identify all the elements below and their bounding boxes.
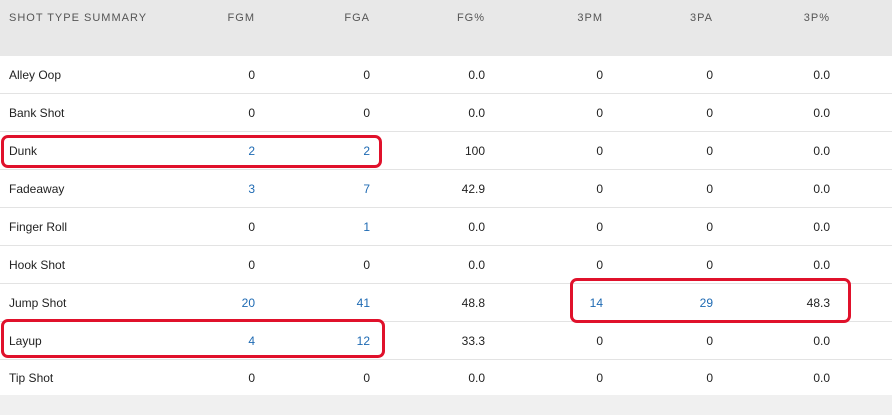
fg-pct-value: 0.0: [468, 105, 485, 120]
3p-pct-value: 0.0: [813, 370, 830, 385]
fg-pct-value: 0.0: [468, 257, 485, 272]
column-header-shot-type[interactable]: SHOT TYPE SUMMARY: [9, 11, 148, 24]
3p-pct-value: 0.0: [813, 143, 830, 158]
3p-pct-value: 0.0: [813, 181, 830, 196]
fgm-value: 0: [248, 105, 255, 120]
fgm-value: 0: [248, 67, 255, 82]
fgm-link[interactable]: 3: [248, 181, 255, 196]
fg-pct-value: 33.3: [461, 333, 485, 348]
table-row: Dunk 2 2 100 0 0 0.0: [0, 132, 892, 170]
column-header-fg-pct[interactable]: FG%: [456, 11, 485, 24]
3pa-link[interactable]: 29: [699, 295, 713, 310]
3pm-value: 0: [596, 257, 603, 272]
3pa-value: 0: [706, 370, 713, 385]
fga-link[interactable]: 41: [356, 295, 370, 310]
3pm-value: 0: [596, 181, 603, 196]
column-header-fga[interactable]: FGA: [344, 11, 370, 24]
3pa-value: 0: [706, 105, 713, 120]
fg-pct-value: 0.0: [468, 67, 485, 82]
table-row: Hook Shot 0 0 0.0 0 0 0.0: [0, 246, 892, 284]
3p-pct-value: 0.0: [813, 67, 830, 82]
3pm-value: 0: [596, 219, 603, 234]
fga-value: 0: [363, 257, 370, 272]
3pm-value: 0: [596, 333, 603, 348]
fga-link[interactable]: 7: [363, 181, 370, 196]
3pa-value: 0: [706, 67, 713, 82]
column-header-3pa[interactable]: 3PA: [690, 11, 713, 24]
shot-type-name: Alley Oop: [9, 67, 62, 82]
fg-pct-value: 48.8: [461, 295, 485, 310]
fgm-link[interactable]: 2: [248, 143, 255, 158]
shot-type-name: Tip Shot: [9, 370, 54, 385]
table-row: Layup 4 12 33.3 0 0 0.0: [0, 322, 892, 360]
shot-type-name: Finger Roll: [9, 219, 68, 234]
3pm-value: 0: [596, 370, 603, 385]
3pa-value: 0: [706, 219, 713, 234]
column-header-3pm[interactable]: 3PM: [577, 11, 603, 24]
3pm-value: 0: [596, 67, 603, 82]
table-row: Bank Shot 0 0 0.0 0 0 0.0: [0, 94, 892, 132]
3p-pct-value: 0.0: [813, 219, 830, 234]
shot-type-name: Bank Shot: [9, 105, 65, 120]
fga-link[interactable]: 2: [363, 143, 370, 158]
fgm-value: 0: [248, 257, 255, 272]
column-header-3p-pct[interactable]: 3P%: [803, 11, 830, 24]
column-header-fgm[interactable]: FGM: [227, 11, 255, 24]
table-header: SHOT TYPE SUMMARY FGM FGA FG% 3PM 3PA 3P…: [0, 0, 892, 56]
fgm-value: 0: [248, 219, 255, 234]
fga-link[interactable]: 1: [363, 219, 370, 234]
3p-pct-value: 48.3: [806, 295, 830, 310]
table-row: Tip Shot 0 0 0.0 0 0 0.0: [0, 360, 892, 395]
3pa-value: 0: [706, 333, 713, 348]
fga-value: 0: [363, 370, 370, 385]
table-row: Jump Shot 20 41 48.8 14 29 48.3: [0, 284, 892, 322]
table-row: Alley Oop 0 0 0.0 0 0 0.0: [0, 56, 892, 94]
shot-type-name: Hook Shot: [9, 257, 66, 272]
shot-type-name: Dunk: [9, 143, 38, 158]
fgm-link[interactable]: 20: [241, 295, 255, 310]
fg-pct-value: 100: [464, 143, 485, 158]
3pm-link[interactable]: 14: [589, 295, 603, 310]
shot-type-summary-table: SHOT TYPE SUMMARY FGM FGA FG% 3PM 3PA 3P…: [0, 0, 892, 395]
3p-pct-value: 0.0: [813, 257, 830, 272]
fgm-link[interactable]: 4: [248, 333, 255, 348]
shot-type-name: Layup: [9, 333, 42, 348]
3p-pct-value: 0.0: [813, 105, 830, 120]
3pm-value: 0: [596, 105, 603, 120]
3pa-value: 0: [706, 181, 713, 196]
table-row: Finger Roll 0 1 0.0 0 0 0.0: [0, 208, 892, 246]
fga-value: 0: [363, 67, 370, 82]
fga-value: 0: [363, 105, 370, 120]
table-row: Fadeaway 3 7 42.9 0 0 0.0: [0, 170, 892, 208]
fg-pct-value: 0.0: [468, 219, 485, 234]
shot-type-name: Fadeaway: [9, 181, 65, 196]
3pa-value: 0: [706, 143, 713, 158]
shot-type-name: Jump Shot: [9, 295, 67, 310]
3pa-value: 0: [706, 257, 713, 272]
fg-pct-value: 42.9: [461, 181, 485, 196]
3p-pct-value: 0.0: [813, 333, 830, 348]
fg-pct-value: 0.0: [468, 370, 485, 385]
fgm-value: 0: [248, 370, 255, 385]
fga-link[interactable]: 12: [356, 333, 370, 348]
3pm-value: 0: [596, 143, 603, 158]
